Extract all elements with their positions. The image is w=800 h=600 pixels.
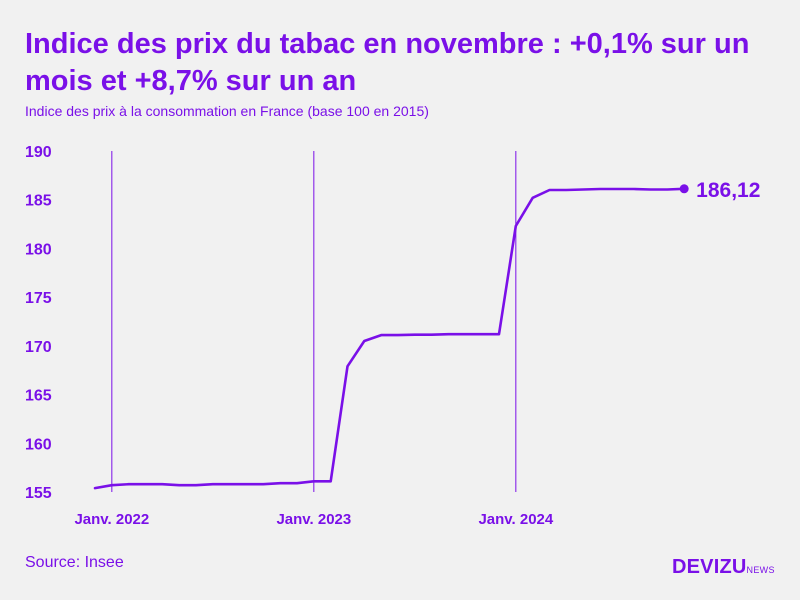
- end-value-label: 186,12: [679, 179, 760, 202]
- y-tick-label: 185: [25, 193, 52, 210]
- vertical-gridlines: [111, 151, 517, 492]
- y-tick-label: 170: [25, 339, 52, 356]
- logo-main-text: DEVIZU: [672, 556, 747, 578]
- x-axis-labels: Janv. 2022 Janv. 2023 Janv. 2024: [74, 511, 553, 528]
- x-tick-label: Janv. 2023: [276, 511, 351, 528]
- y-tick-label: 165: [25, 388, 52, 405]
- logo-sub-text: NEWS: [746, 565, 775, 575]
- y-tick-label: 180: [25, 241, 52, 258]
- x-tick-label: Janv. 2024: [478, 511, 553, 528]
- series-polyline: [93, 187, 686, 490]
- end-point-marker: [679, 184, 689, 194]
- end-value-text: 186,12: [696, 179, 760, 202]
- source-note: Source: Insee: [25, 554, 124, 571]
- chart-title: Indice des prix du tabac en novembre : +…: [25, 28, 750, 97]
- devizu-logo: DEVIZUNEWS: [672, 556, 775, 579]
- y-tick-label: 160: [25, 436, 52, 453]
- chart-subtitle: Indice des prix à la consommation en Fra…: [25, 103, 429, 119]
- series-line: [93, 187, 686, 490]
- y-tick-label: 175: [25, 290, 52, 307]
- y-axis-labels: 190 185 180 175 170 165 160 155: [25, 144, 52, 502]
- x-tick-label: Janv. 2022: [74, 511, 149, 528]
- y-tick-label: 155: [25, 485, 52, 502]
- y-tick-label: 190: [25, 144, 52, 161]
